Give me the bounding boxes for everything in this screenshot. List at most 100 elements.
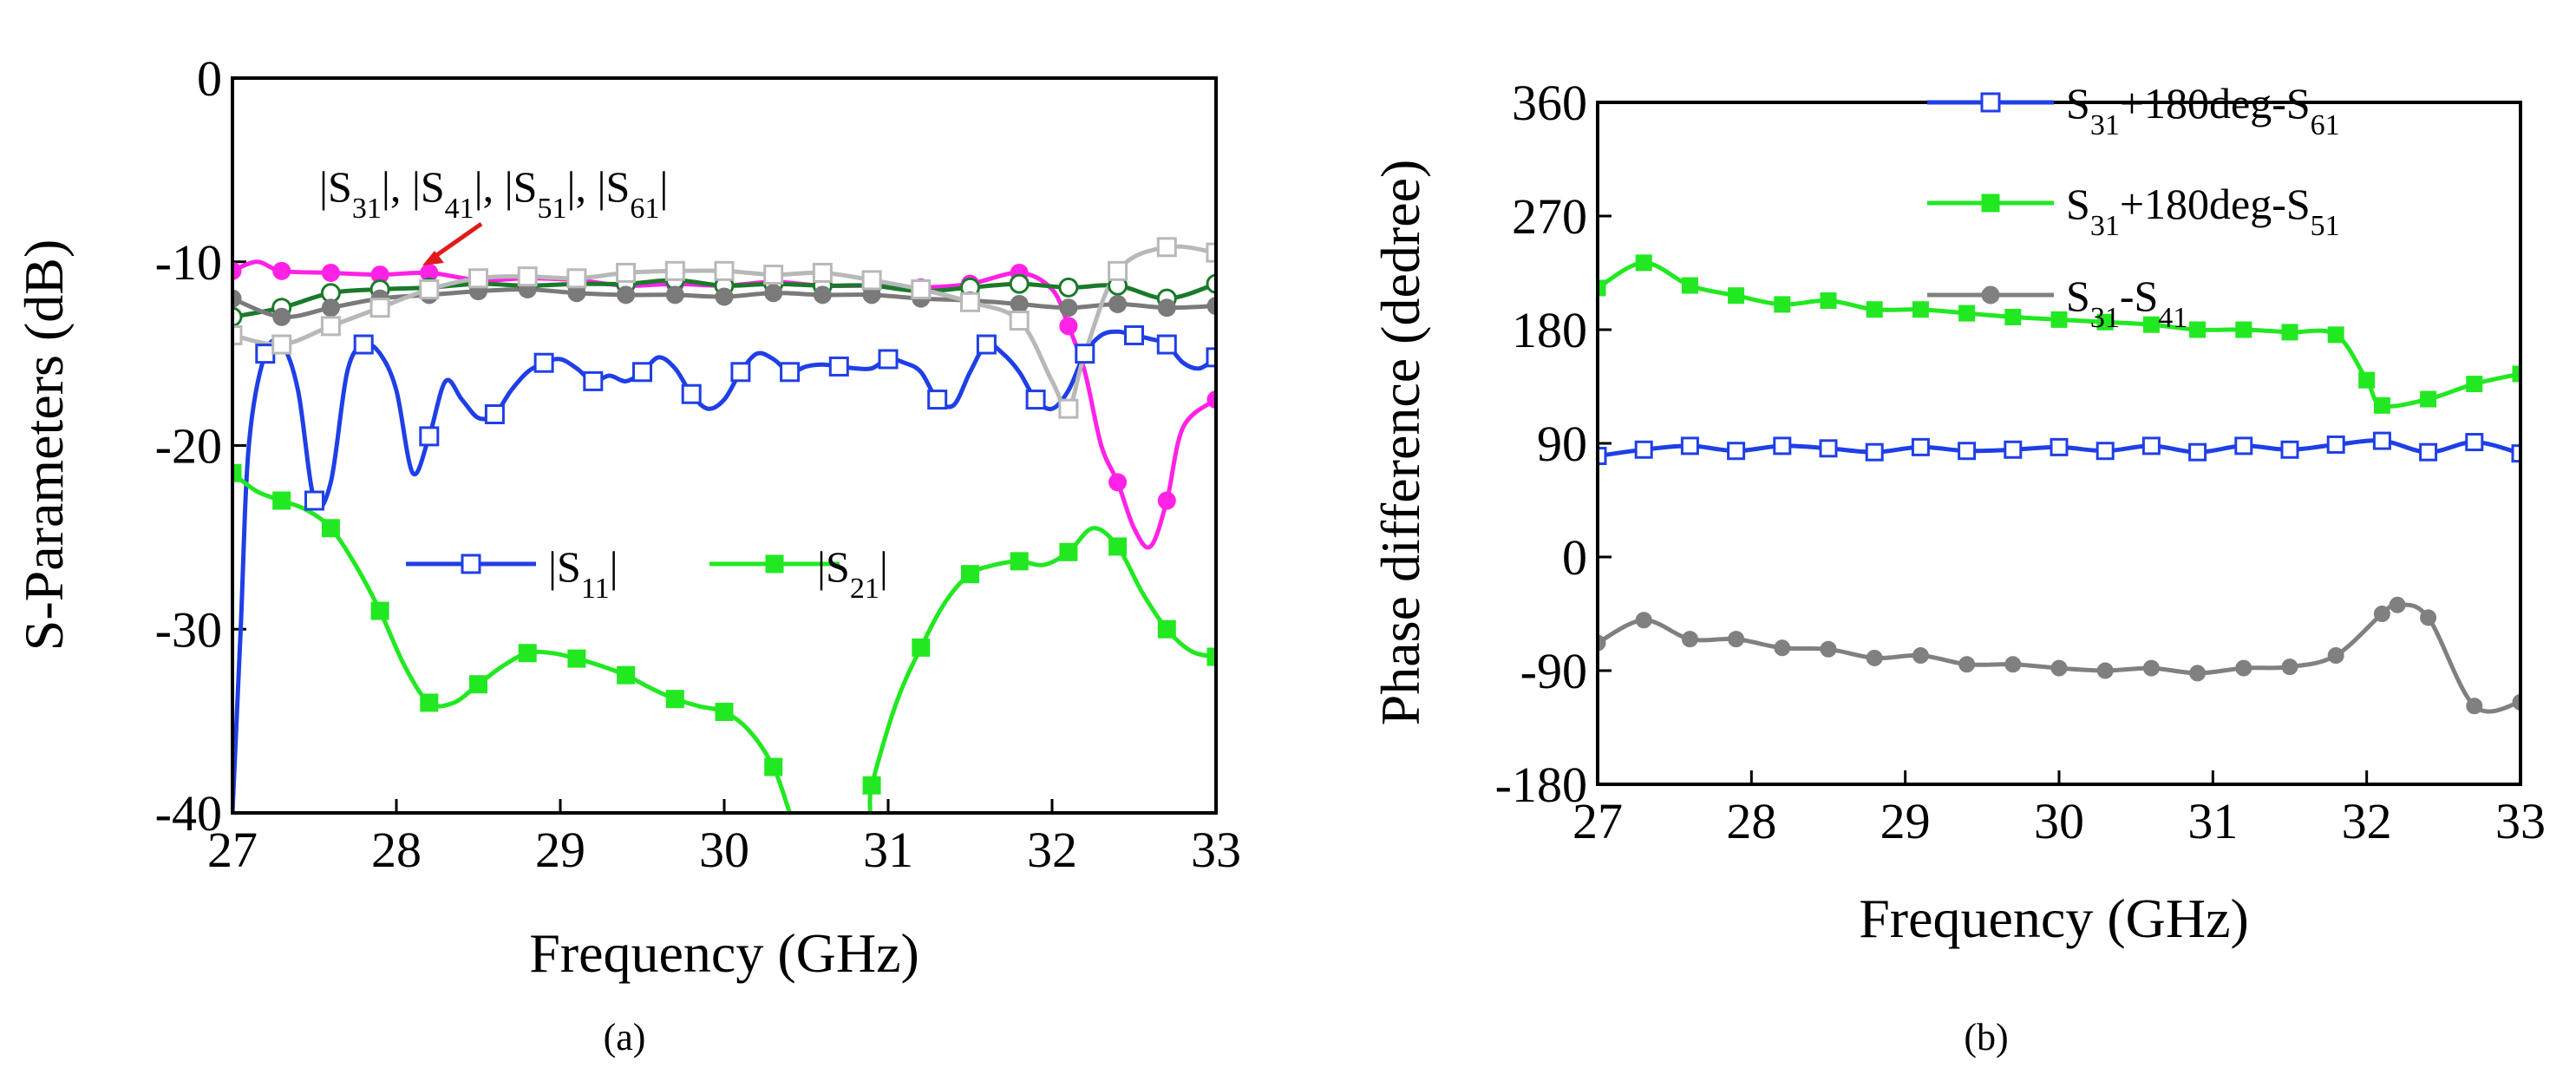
panel-b-point-s31-180deg-s51 (1912, 301, 1929, 318)
panel-b-point-s31-s41 (2420, 609, 2437, 626)
panel-a-point-s21 (1206, 647, 1216, 666)
panel-a-point-s61 (1108, 260, 1128, 281)
panel-a-y-tick-label: -20 (155, 418, 222, 475)
panel-a-point-s51 (665, 285, 684, 305)
panel-b-point-s31-180deg-s61 (1634, 440, 1653, 459)
panel-a-point-s21 (1108, 537, 1128, 556)
panel-a-chart: 27 28 29 30 31 32 33 0 -10 -20 -30 -40 Frequency (G… (13, 50, 1241, 1058)
panel-a-point-s11 (533, 352, 554, 373)
panel-a-axes: 27 28 29 30 31 32 33 0 -10 -20 -30 -40 (155, 50, 1241, 878)
panel-a-point-s11 (632, 362, 652, 383)
legend-marker-s21 (765, 554, 784, 573)
panel-a-point-s21 (961, 565, 979, 584)
panel-b-point-s31-180deg-s61 (1865, 442, 1884, 462)
panel-b-point-s31-s41 (1728, 631, 1745, 648)
panel-b-point-s31-180deg-s61 (2188, 442, 2207, 462)
panel-b-x-tick-label: 28 (1726, 793, 1776, 849)
panel-a-y-tick-label: -10 (155, 234, 222, 291)
panel-b-point-s31-180deg-s61 (1911, 437, 1930, 456)
panel-a-point-s21 (232, 463, 242, 482)
panel-a-point-s21 (469, 675, 487, 694)
panel-a-point-s21 (567, 649, 586, 668)
panel-a-x-tick-label: 31 (863, 822, 913, 878)
panel-b-point-s31-180deg-s51 (2189, 321, 2207, 338)
panel-a-point-s11 (255, 344, 276, 364)
panel-a-point-s21 (617, 665, 636, 685)
panel-a-point-s21 (370, 601, 389, 620)
panel-b-point-s31-180deg-s51 (1598, 279, 1606, 297)
panel-a-point-s21 (1059, 542, 1078, 561)
panel-b-point-s31-s41 (1774, 639, 1791, 657)
panel-a-point-s11 (976, 334, 997, 355)
panel-b-point-s31-180deg-s61 (2419, 442, 2438, 462)
panel-b-y-tick-label: 0 (1562, 529, 1587, 586)
panel-b-point-s31-180deg-s51 (1866, 301, 1883, 318)
panel-a-point-s61 (1156, 237, 1177, 258)
panel-b-point-s31-180deg-s61 (2095, 442, 2115, 461)
panel-b-point-s31-s41 (2466, 698, 2483, 715)
panel-a-point-s11 (1206, 347, 1216, 368)
panel-a-point-s21 (272, 491, 291, 510)
panel-b-point-s31-s41 (1866, 649, 1883, 666)
panel-a-point-s61 (271, 334, 292, 355)
panel-a-point-s31 (1157, 491, 1176, 510)
panel-a-x-tick-label: 28 (371, 822, 422, 878)
panel-b-point-s31-180deg-s51 (1728, 287, 1745, 305)
panel-a-annotation-s31-s61: |S31|, |S41|, |S51|, |S61| (319, 162, 668, 225)
panel-a-point-s51 (1206, 297, 1216, 316)
panel-b-point-s31-180deg-s51 (2466, 376, 2483, 393)
panel-b-point-s31-180deg-s51 (2142, 316, 2160, 333)
panel-b-axes: 27 28 29 30 31 32 33 360 270 180 90 0 -90 -180 (1495, 75, 2546, 849)
panel-a-point-s41 (1206, 273, 1216, 294)
panel-a-point-s31 (232, 261, 242, 280)
panel-a-point-s11 (780, 362, 801, 383)
panel-a-point-s61 (763, 265, 784, 285)
panel-a-point-s41 (1009, 273, 1030, 294)
panel-b-point-s31-180deg-s61 (2326, 435, 2345, 454)
panel-a-x-tick-label: 29 (535, 822, 585, 878)
panel-a-point-s11 (1124, 324, 1144, 345)
panel-b-point-s31-s41 (1820, 640, 1837, 658)
legend-label-s31-180deg-s61: S31+180deg-S61 (2066, 79, 2340, 141)
panel-b-x-tick-label: 29 (1880, 793, 1931, 849)
panel-a-point-s61 (812, 262, 833, 283)
panel-a-point-s61 (320, 316, 341, 337)
panel-a-point-s11 (484, 404, 505, 425)
panel-b-point-s31-s41 (2189, 665, 2207, 682)
panel-b-x-axis-title: Frequency (GHz) (1859, 888, 2249, 949)
panel-a-point-s51 (715, 287, 734, 306)
panel-b-point-s31-s41 (2281, 658, 2298, 676)
panel-a-point-s11 (304, 490, 324, 511)
annotation-arrow (422, 221, 483, 265)
panel-b-point-s31-180deg-s51 (2327, 326, 2344, 344)
panel-b-point-s31-s41 (2142, 659, 2160, 677)
panel-b-point-s31-180deg-s61 (2372, 431, 2391, 450)
panel-b-point-s31-180deg-s61 (1598, 447, 1607, 466)
panel-a-point-s21 (862, 776, 881, 795)
legend-entry-s31-180deg-s51: S31+180deg-S51 (1927, 180, 2340, 242)
panel-a-point-s21 (1157, 619, 1176, 639)
panel-b-point-s31-180deg-s61 (2004, 440, 2023, 459)
panel-a-point-s61 (369, 298, 390, 318)
legend-marker-s11 (461, 554, 481, 574)
panel-b-point-s31-s41 (2096, 662, 2114, 679)
panel-a-point-s11 (353, 334, 374, 355)
panel-a-point-s61 (566, 268, 587, 289)
panel-b-legend: S31+180deg-S61 S31+180deg-S51 S31-S41 (1927, 79, 2340, 334)
panel-b-point-s31-s41 (1598, 634, 1606, 652)
panel-a-y-tick-label: -30 (155, 601, 222, 658)
panel-a-plot-frame (231, 76, 1218, 815)
panel-b-chart: 27 28 29 30 31 32 33 360 270 180 90 0 -90 -180 Freque… (1370, 75, 2546, 1058)
panel-a-point-s51 (1108, 294, 1128, 313)
legend-marker-s31-180deg-s61 (1980, 92, 2001, 113)
legend-marker-s31-180deg-s51 (1981, 193, 2000, 213)
panel-a-point-s61 (468, 268, 488, 289)
panel-a-point-s31 (272, 261, 291, 280)
panel-b-point-s31-180deg-s51 (2281, 324, 2298, 341)
panel-a-x-axis-title: Frequency (GHz) (529, 922, 919, 984)
panel-b-y-tick-label: -90 (1520, 643, 1587, 699)
panel-b-y-tick-label: 360 (1512, 75, 1587, 131)
panel-b-point-s31-s41 (2004, 656, 2022, 673)
panel-a-point-s21 (420, 693, 439, 712)
